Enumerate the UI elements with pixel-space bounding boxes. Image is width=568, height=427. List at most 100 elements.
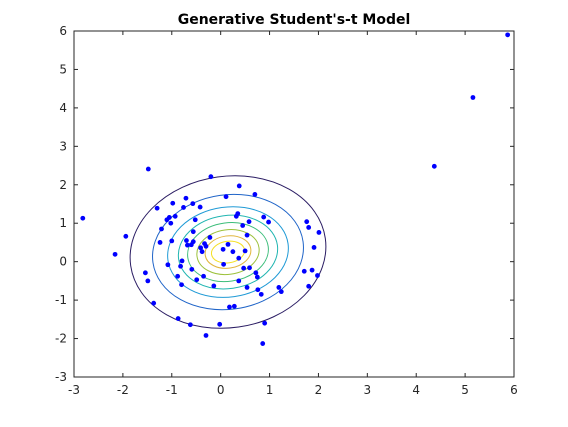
data-point xyxy=(247,265,252,271)
data-point xyxy=(151,300,157,306)
x-tick-label: 6 xyxy=(510,383,518,397)
x-tick-label: -2 xyxy=(117,383,129,397)
data-point xyxy=(165,262,171,268)
data-points xyxy=(80,32,511,346)
y-tick-label: 6 xyxy=(59,24,67,38)
contour-line-6 xyxy=(196,229,260,276)
data-point xyxy=(145,278,151,284)
data-point xyxy=(172,213,178,219)
x-tick-label: 4 xyxy=(412,383,420,397)
data-point xyxy=(223,194,229,200)
data-point xyxy=(208,174,214,180)
data-point xyxy=(203,333,209,338)
data-point xyxy=(112,251,118,257)
contour-line-5 xyxy=(187,222,269,283)
x-tick-label: 5 xyxy=(461,383,469,397)
data-point xyxy=(236,255,242,261)
data-point xyxy=(221,261,227,267)
data-point xyxy=(179,282,184,288)
data-point xyxy=(242,248,248,254)
data-point xyxy=(154,205,160,211)
data-point xyxy=(201,273,206,279)
data-point xyxy=(169,238,175,244)
plot-area-frame xyxy=(73,30,515,378)
x-tick-label: -3 xyxy=(68,383,80,397)
data-point xyxy=(192,217,198,223)
data-point xyxy=(220,246,226,252)
contour-line-3 xyxy=(167,206,289,298)
data-point xyxy=(306,225,312,230)
data-point xyxy=(505,32,511,38)
data-point xyxy=(199,249,205,255)
data-point xyxy=(207,235,213,240)
data-point xyxy=(183,195,189,201)
data-point xyxy=(190,239,196,245)
y-tick-label: 0 xyxy=(59,255,67,269)
data-point xyxy=(190,201,196,207)
data-point xyxy=(316,230,322,235)
data-point xyxy=(157,240,163,245)
contour-line-1 xyxy=(129,175,327,329)
data-point xyxy=(254,274,260,280)
data-point xyxy=(189,266,195,272)
data-point xyxy=(244,285,250,290)
data-point xyxy=(240,223,246,228)
data-point xyxy=(236,183,242,189)
data-point xyxy=(315,273,320,278)
data-point xyxy=(185,242,190,248)
y-tick-label: -1 xyxy=(55,293,67,307)
data-point xyxy=(203,243,209,249)
data-point xyxy=(236,278,242,284)
y-tick-label: 1 xyxy=(59,216,67,230)
data-point xyxy=(241,265,247,271)
data-point xyxy=(166,215,172,220)
data-point xyxy=(231,303,237,309)
data-point xyxy=(278,289,284,295)
data-point xyxy=(197,204,203,210)
y-tick-label: 3 xyxy=(59,139,67,153)
y-tick-label: 2 xyxy=(59,178,67,192)
y-tick-label: -3 xyxy=(55,370,67,384)
x-tick-label: 1 xyxy=(266,383,274,397)
data-point xyxy=(262,320,268,326)
x-tick-label: -1 xyxy=(166,383,178,397)
data-point xyxy=(170,200,176,206)
data-point xyxy=(304,219,310,225)
data-point xyxy=(227,304,232,310)
data-point xyxy=(211,283,217,289)
contour-line-4 xyxy=(177,214,279,290)
data-point xyxy=(470,95,476,100)
data-point xyxy=(311,245,317,250)
x-tick-label: 2 xyxy=(315,383,323,397)
data-point xyxy=(198,245,204,251)
data-point xyxy=(260,341,266,346)
data-point xyxy=(179,258,185,264)
data-point xyxy=(266,219,271,225)
x-tick-label: 3 xyxy=(364,383,372,397)
data-point xyxy=(235,211,241,217)
data-point xyxy=(175,273,181,279)
data-point xyxy=(80,215,86,221)
data-point xyxy=(178,263,183,269)
contour-line-2 xyxy=(152,193,304,311)
data-point xyxy=(145,166,151,172)
data-point xyxy=(168,220,174,226)
y-tick-label: 4 xyxy=(59,101,67,115)
data-point xyxy=(309,267,315,273)
data-point xyxy=(258,291,264,297)
data-point xyxy=(306,283,312,289)
data-point xyxy=(252,191,258,197)
data-point xyxy=(123,233,129,239)
data-point xyxy=(181,205,186,210)
y-tick-label: 5 xyxy=(59,62,67,76)
data-point xyxy=(187,322,193,328)
data-point xyxy=(244,232,250,238)
data-point xyxy=(431,163,437,169)
data-point xyxy=(253,270,259,276)
density-contours xyxy=(129,175,327,329)
data-point xyxy=(276,285,282,290)
data-point xyxy=(261,214,267,220)
contour-line-7 xyxy=(204,235,252,269)
